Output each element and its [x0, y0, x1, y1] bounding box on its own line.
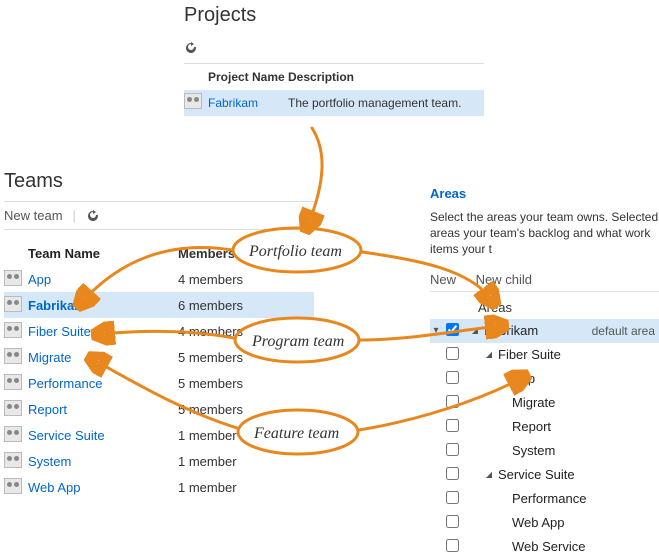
refresh-icon[interactable]	[86, 209, 100, 223]
team-name-link[interactable]: Report	[28, 402, 178, 417]
projects-row[interactable]: Fabrikam The portfolio management team.	[184, 90, 484, 116]
area-label: Fiber Suite	[498, 347, 659, 362]
teams-title: Teams	[4, 170, 314, 193]
toolbar-separator: |	[73, 208, 76, 223]
team-row[interactable]: Fiber Suite4 members	[4, 318, 314, 344]
team-icon	[4, 478, 22, 494]
teams-header-row: Team Name Members	[4, 240, 314, 266]
team-icon	[4, 348, 22, 364]
area-checkbox[interactable]	[446, 419, 462, 435]
project-desc: The portfolio management team.	[288, 96, 484, 110]
team-members: 5 members	[178, 350, 314, 365]
projects-toolbar	[184, 35, 484, 64]
team-name-link[interactable]: Migrate	[28, 350, 178, 365]
team-icon	[184, 93, 202, 109]
team-icon	[4, 322, 22, 338]
area-row[interactable]: Report	[430, 415, 659, 439]
team-name-link[interactable]: Performance	[28, 376, 178, 391]
team-icon	[4, 426, 22, 442]
areas-col-header: Areas	[430, 296, 659, 319]
areas-title: Areas	[430, 186, 659, 201]
teams-toolbar: New team |	[4, 201, 314, 230]
area-checkbox[interactable]	[446, 347, 462, 363]
team-icon	[4, 452, 22, 468]
area-label: Web Service	[512, 539, 659, 554]
area-checkbox[interactable]	[446, 395, 462, 411]
team-icon	[4, 400, 22, 416]
area-row[interactable]: Web Service	[430, 535, 659, 559]
area-row[interactable]: Migrate	[430, 391, 659, 415]
area-row[interactable]: Performance	[430, 487, 659, 511]
area-row[interactable]: System	[430, 439, 659, 463]
team-members: 5 members	[178, 376, 314, 391]
team-row[interactable]: Fabrikam6 members	[4, 292, 314, 318]
team-members: 5 members	[178, 402, 314, 417]
team-members: 4 members	[178, 272, 314, 287]
area-label: Performance	[512, 491, 659, 506]
area-checkbox[interactable]	[446, 539, 462, 555]
team-row[interactable]: Performance5 members	[4, 370, 314, 396]
areas-panel: Areas Select the areas your team owns. S…	[430, 186, 659, 559]
project-name-link[interactable]: Fabrikam	[208, 96, 288, 110]
area-checkbox[interactable]	[446, 323, 462, 339]
area-checkbox[interactable]	[446, 443, 462, 459]
refresh-icon[interactable]	[184, 41, 198, 55]
teams-panel: Teams New team | Team Name Members App4 …	[4, 170, 314, 500]
team-row[interactable]: Web App1 member	[4, 474, 314, 500]
area-row[interactable]: Web App	[430, 511, 659, 535]
team-icon	[4, 374, 22, 390]
team-members: 4 members	[178, 324, 314, 339]
team-row[interactable]: App4 members	[4, 266, 314, 292]
areas-desc: Select the areas your team owns. Selecte…	[430, 209, 659, 258]
area-label: System	[512, 443, 659, 458]
projects-header-row: Project Name Description	[184, 64, 484, 90]
areas-new-child[interactable]: New child	[476, 272, 532, 287]
area-label: App	[512, 371, 659, 386]
areas-toolbar: New New child	[430, 268, 659, 292]
new-team-link[interactable]: New team	[4, 208, 63, 223]
team-row[interactable]: Report5 members	[4, 396, 314, 422]
area-checkbox[interactable]	[446, 491, 462, 507]
team-members: 1 member	[178, 454, 314, 469]
teams-col-members: Members	[178, 246, 314, 261]
area-label: Report	[512, 419, 659, 434]
team-row[interactable]: Service Suite1 member	[4, 422, 314, 448]
area-label: Service Suite	[498, 467, 659, 482]
team-icon	[4, 296, 22, 312]
area-checkbox[interactable]	[446, 371, 462, 387]
areas-new[interactable]: New	[430, 272, 456, 287]
team-row[interactable]: Migrate5 members	[4, 344, 314, 370]
team-members: 6 members	[178, 298, 314, 313]
caret-icon[interactable]: ◢	[484, 470, 494, 479]
area-row[interactable]: ▾ ◢ Fabrikam default area	[430, 319, 659, 343]
area-row[interactable]: ◢ Fiber Suite	[430, 343, 659, 367]
projects-title: Projects	[184, 4, 484, 27]
area-checkbox[interactable]	[446, 515, 462, 531]
projects-col-name: Project Name	[208, 70, 288, 84]
team-name-link[interactable]: Web App	[28, 480, 178, 495]
expander-icon[interactable]: ▾	[430, 325, 442, 336]
area-label: Fabrikam	[484, 323, 588, 338]
area-row[interactable]: ◢ Service Suite	[430, 463, 659, 487]
team-members: 1 member	[178, 428, 314, 443]
area-tag: default area	[592, 324, 659, 338]
caret-icon[interactable]: ◢	[484, 350, 494, 359]
area-checkbox[interactable]	[446, 467, 462, 483]
team-row[interactable]: System1 member	[4, 448, 314, 474]
team-name-link[interactable]: Fiber Suite	[28, 324, 178, 339]
team-name-link[interactable]: System	[28, 454, 178, 469]
teams-col-name: Team Name	[28, 246, 178, 261]
team-name-link[interactable]: Service Suite	[28, 428, 178, 443]
area-row[interactable]: App	[430, 367, 659, 391]
team-icon	[4, 270, 22, 286]
area-label: Web App	[512, 515, 659, 530]
team-name-link[interactable]: App	[28, 272, 178, 287]
projects-panel: Projects Project Name Description Fabrik…	[184, 4, 484, 116]
team-members: 1 member	[178, 480, 314, 495]
projects-col-desc: Description	[288, 70, 484, 84]
team-name-link[interactable]: Fabrikam	[28, 298, 178, 313]
area-label: Migrate	[512, 395, 659, 410]
caret-icon[interactable]: ◢	[470, 326, 480, 335]
